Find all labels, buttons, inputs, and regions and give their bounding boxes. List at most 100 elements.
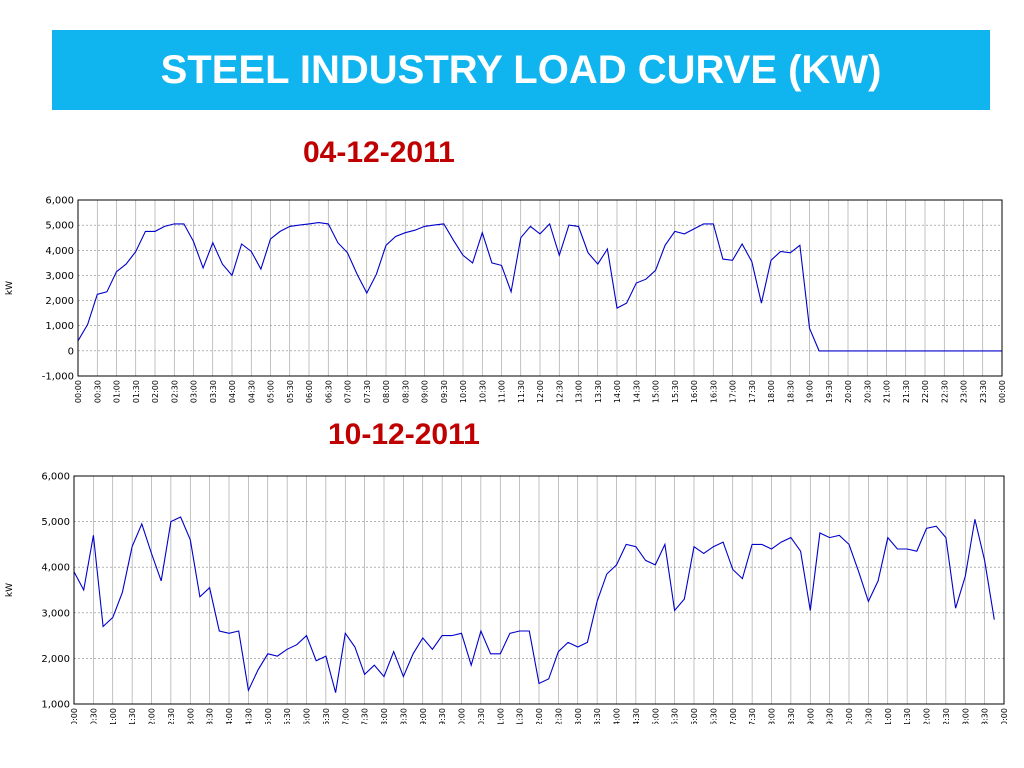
x-tick-label: 02:00 <box>151 380 160 403</box>
y-tick-label: 3,000 <box>41 608 70 619</box>
x-tick-label: 23:00 <box>960 380 969 403</box>
x-tick-label: 21:30 <box>903 708 912 724</box>
x-tick-label: 03:00 <box>186 708 195 724</box>
x-tick-label: 08:00 <box>382 380 391 403</box>
x-tick-label: 00:30 <box>89 708 98 724</box>
y-tick-label: 5,000 <box>45 221 74 232</box>
x-tick-label: 22:00 <box>921 380 930 403</box>
x-tick-label: 01:00 <box>113 380 122 403</box>
x-tick-label: 10:00 <box>459 380 468 403</box>
x-tick-label: 05:00 <box>264 708 273 724</box>
x-tick-label: 04:00 <box>228 380 237 403</box>
x-tick-label: 08:30 <box>399 708 408 724</box>
x-tick-label: 09:00 <box>421 380 430 403</box>
x-tick-label: 05:30 <box>286 380 295 403</box>
x-tick-label: 04:30 <box>244 708 253 724</box>
load-curve-chart-1: 00:00 00:30 01:00 01:30 02:00 02:30 03:00 03:30… <box>5 196 1007 404</box>
x-tick-label: 06:00 <box>303 708 312 724</box>
x-tick-label: 15:30 <box>671 708 680 724</box>
x-tick-label: 21:30 <box>902 380 911 403</box>
x-tick-label: 16:00 <box>690 708 699 724</box>
x-tick-label: 09:30 <box>440 380 449 403</box>
x-tick-label: 02:30 <box>170 380 179 403</box>
x-tick-label: 17:00 <box>729 708 738 724</box>
x-tick-label: 17:00 <box>729 380 738 403</box>
x-tick-label: 20:30 <box>864 708 873 724</box>
x-tick-label: 03:30 <box>206 708 215 724</box>
x-tick-label: 00:00 <box>70 708 79 724</box>
x-tick-label: 15:30 <box>671 380 680 403</box>
x-tick-label: 00:00 <box>1000 708 1009 724</box>
x-tick-label: 20:00 <box>844 380 853 403</box>
x-tick-label: 21:00 <box>883 380 892 403</box>
x-tick-label: 13:30 <box>593 708 602 724</box>
x-tick-label: 04:00 <box>225 708 234 724</box>
x-tick-label: 01:00 <box>109 708 118 724</box>
x-tick-label: 17:30 <box>748 380 757 403</box>
y-axis-title: kW <box>5 583 15 597</box>
load-curve-chart-2: 00:00 00:30 01:00 01:30 02:00 02:30 03:00 03:30… <box>5 472 1009 725</box>
x-tick-label: 13:30 <box>594 380 603 403</box>
x-tick-label: 17:30 <box>748 708 757 724</box>
x-tick-label: 07:30 <box>361 708 370 724</box>
x-tick-label: 01:30 <box>128 708 137 724</box>
x-tick-label: 00:00 <box>998 380 1007 403</box>
y-tick-label: 6,000 <box>45 196 74 207</box>
y-tick-label: 4,000 <box>45 246 74 257</box>
x-tick-label: 04:30 <box>247 380 256 403</box>
y-tick-label: 2,000 <box>45 296 74 307</box>
x-tick-label: 03:30 <box>209 380 218 403</box>
x-tick-label: 23:30 <box>981 708 990 724</box>
load-series-line <box>73 516 995 693</box>
load-series-line <box>77 222 1002 352</box>
x-tick-label: 12:30 <box>554 708 563 724</box>
x-tick-label: 13:00 <box>575 380 584 403</box>
x-tick-label: 15:00 <box>651 708 660 724</box>
x-tick-label: 16:00 <box>690 380 699 403</box>
x-tick-label: 02:30 <box>167 708 176 724</box>
x-tick-label: 12:00 <box>536 380 545 403</box>
x-tick-label: 09:30 <box>438 708 447 724</box>
x-tick-label: 07:30 <box>363 380 372 403</box>
x-tick-label: 11:00 <box>498 380 507 403</box>
x-tick-label: 08:30 <box>401 380 410 403</box>
chart-1-date-title: 04-12-2011 <box>303 136 455 169</box>
x-tick-label: 20:30 <box>863 380 872 403</box>
x-tick-label: 22:00 <box>923 708 932 724</box>
x-tick-label: 16:30 <box>709 380 718 403</box>
x-tick-label: 22:30 <box>942 708 951 724</box>
x-tick-label: 06:30 <box>324 380 333 403</box>
y-tick-label: 6,000 <box>41 472 70 483</box>
x-tick-label: 18:30 <box>787 708 796 724</box>
y-tick-label: 2,000 <box>41 654 70 665</box>
y-tick-label: 4,000 <box>41 563 70 574</box>
x-tick-label: 09:00 <box>419 708 428 724</box>
x-tick-label: 02:00 <box>148 708 157 724</box>
x-tick-label: 06:00 <box>305 380 314 403</box>
x-tick-label: 08:00 <box>380 708 389 724</box>
x-tick-label: 00:00 <box>74 380 83 403</box>
x-tick-label: 20:00 <box>845 708 854 724</box>
y-tick-label: 3,000 <box>45 271 74 282</box>
y-tick-label: 1,000 <box>41 700 70 711</box>
x-tick-label: 05:30 <box>283 708 292 724</box>
x-tick-label: 10:30 <box>477 708 486 724</box>
x-tick-label: 11:30 <box>517 380 526 403</box>
x-tick-label: 14:00 <box>613 708 622 724</box>
x-tick-label: 23:00 <box>961 708 970 724</box>
plot-frame <box>77 199 1003 377</box>
page-title: STEEL INDUSTRY LOAD CURVE (KW) <box>160 47 882 92</box>
plot-frame <box>73 475 1005 705</box>
x-tick-label: 11:00 <box>496 708 505 724</box>
x-tick-label: 18:00 <box>767 380 776 403</box>
x-tick-label: 19:30 <box>826 708 835 724</box>
x-tick-label: 14:30 <box>632 380 641 403</box>
x-tick-label: 07:00 <box>341 708 350 724</box>
x-tick-label: 13:00 <box>574 708 583 724</box>
title-banner: STEEL INDUSTRY LOAD CURVE (KW) <box>52 30 990 110</box>
y-tick-label: 1,000 <box>45 321 74 332</box>
x-tick-label: 00:30 <box>93 380 102 403</box>
x-tick-label: 12:00 <box>535 708 544 724</box>
x-tick-label: 18:00 <box>768 708 777 724</box>
x-tick-label: 07:00 <box>344 380 353 403</box>
